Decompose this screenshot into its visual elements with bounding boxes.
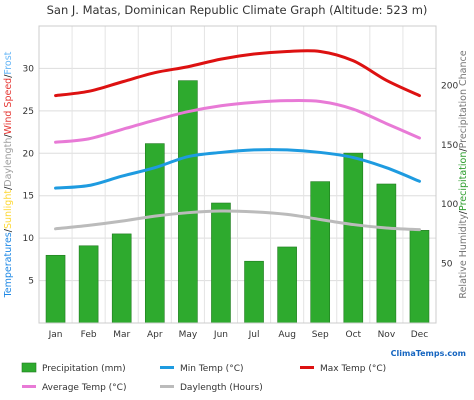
precipitation-bar bbox=[277, 246, 297, 324]
right-axis-ticks: 50 100 150 200 bbox=[441, 81, 458, 269]
x-tick-label: Jun bbox=[213, 330, 228, 340]
left-tick-label: 5 bbox=[28, 277, 34, 287]
axis-label-part: Precipitation bbox=[458, 152, 469, 211]
precipitation-bar bbox=[310, 181, 331, 324]
axis-label-part: Daylength bbox=[3, 138, 14, 187]
axis-label-part: / bbox=[458, 148, 469, 152]
x-tick-label: Sep bbox=[312, 330, 329, 340]
axis-label-part: / bbox=[3, 74, 14, 78]
daylength-hours-line bbox=[54, 209, 421, 232]
left-tick-label: 10 bbox=[23, 234, 35, 244]
precipitation-bar bbox=[78, 245, 99, 324]
axis-label-part: / bbox=[3, 228, 14, 232]
right-tick-label: 50 bbox=[441, 260, 453, 270]
x-tick-label: Oct bbox=[346, 330, 362, 340]
x-tick-label: Aug bbox=[278, 330, 296, 340]
axis-label-part: Relative Humidity bbox=[458, 214, 469, 299]
x-tick-label: Nov bbox=[378, 330, 396, 340]
legend-label: Max Temp (°C) bbox=[320, 364, 386, 374]
axis-label-part: Temperatures bbox=[3, 232, 14, 298]
axis-label-part: Frost bbox=[3, 51, 14, 74]
left-tick-label: 20 bbox=[23, 149, 35, 159]
legend-label: Average Temp (°C) bbox=[42, 383, 126, 393]
chart-title: San J. Matas, Dominican Republic Climate… bbox=[47, 3, 428, 17]
x-tick-label: Apr bbox=[147, 330, 163, 340]
x-axis-ticks: Jan Feb Mar Apr May Jun Jul Aug Sep Oct Nov Dec bbox=[48, 330, 429, 340]
axis-label-part: Wind Speed bbox=[3, 78, 14, 135]
precipitation-bar bbox=[244, 260, 264, 324]
precipitation-bar bbox=[111, 233, 132, 324]
axis-label-part: / bbox=[3, 186, 14, 190]
axis-label-part: / bbox=[3, 134, 14, 138]
right-tick-label: 100 bbox=[441, 200, 458, 210]
precipitation-bars bbox=[45, 80, 430, 324]
precipitation-bar bbox=[376, 183, 397, 324]
precipitation-bar bbox=[343, 152, 364, 324]
precipitation-bar bbox=[211, 202, 231, 324]
right-axis-label: Relative Humidity/Precipitation/Precipit… bbox=[458, 50, 469, 298]
left-tick-label: 15 bbox=[23, 192, 34, 202]
left-axis-ticks: 5 10 15 20 25 30 bbox=[23, 64, 35, 286]
legend-swatch bbox=[21, 362, 37, 373]
precipitation-bar bbox=[409, 230, 430, 324]
left-axis-label: Temperatures/Sunlight/Daylength/Wind Spe… bbox=[3, 51, 14, 298]
x-tick-label: Dec bbox=[411, 330, 428, 340]
precipitation-bar bbox=[45, 254, 66, 324]
plot-frame bbox=[38, 25, 437, 324]
axis-label-part: / bbox=[458, 210, 469, 214]
axis-label-part: Precipitation Chance bbox=[458, 50, 469, 148]
temperature-lines bbox=[54, 49, 421, 232]
legend-label: Min Temp (°C) bbox=[180, 364, 243, 374]
legend-label: Daylength (Hours) bbox=[180, 383, 263, 393]
axis-label-part: Sunlight bbox=[3, 190, 14, 229]
average-temp-c-line bbox=[54, 99, 421, 144]
x-tick-label: Mar bbox=[113, 330, 130, 340]
x-tick-label: Jan bbox=[48, 330, 63, 340]
legend: Precipitation (mm) Min Temp (°C) Max Temp … bbox=[21, 362, 386, 393]
legend-label: Precipitation (mm) bbox=[42, 364, 126, 374]
right-tick-label: 150 bbox=[441, 141, 458, 151]
brand-watermark: ClimaTemps.com bbox=[391, 349, 466, 358]
left-tick-label: 30 bbox=[23, 64, 35, 74]
x-tick-label: May bbox=[179, 330, 198, 340]
min-temp-c-line bbox=[54, 148, 421, 190]
max-temp-c-line bbox=[54, 49, 421, 98]
x-tick-label: Feb bbox=[81, 330, 97, 340]
left-tick-label: 25 bbox=[23, 107, 34, 117]
right-tick-label: 200 bbox=[441, 81, 458, 91]
precipitation-bar bbox=[178, 80, 198, 324]
x-tick-label: Jul bbox=[248, 330, 260, 340]
